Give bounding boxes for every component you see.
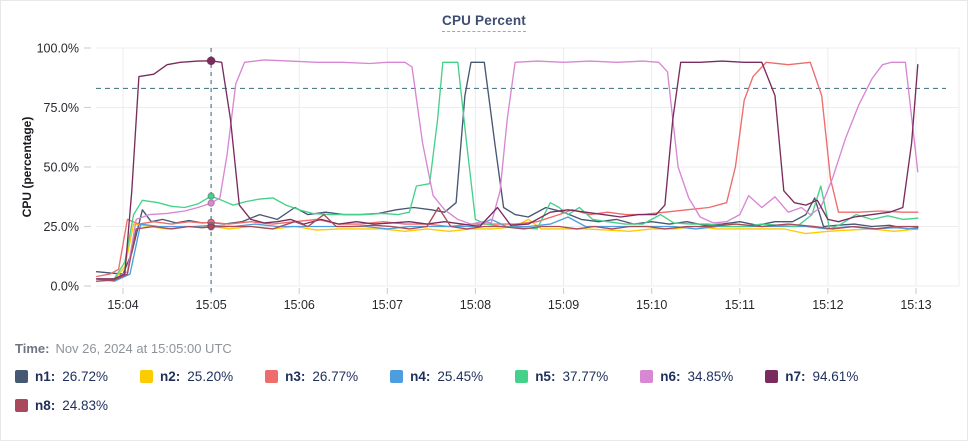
legend-value-n4: 25.45% xyxy=(437,369,484,384)
legend-swatch-n3 xyxy=(265,370,279,383)
legend-swatch-n5 xyxy=(515,370,529,383)
svg-text:CPU (percentage): CPU (percentage) xyxy=(20,117,34,218)
legend-value-n6: 34.85% xyxy=(687,369,734,384)
legend-swatch-n4 xyxy=(390,370,404,383)
svg-text:15:08: 15:08 xyxy=(460,298,491,312)
svg-text:15:04: 15:04 xyxy=(107,298,138,312)
cpu-percent-line-chart[interactable]: 100.0% 75.0% 50.0% 25.0% 0.0% 15:04 15:05 15:06… xyxy=(1,1,968,321)
time-label: Time: xyxy=(15,341,50,356)
legend-item-n6: n6: 34.85% xyxy=(640,369,733,384)
legend-swatch-n8 xyxy=(15,399,28,412)
svg-text:100.0%: 100.0% xyxy=(37,42,79,56)
legend-value-n3: 26.77% xyxy=(312,369,359,384)
svg-text:15:05: 15:05 xyxy=(195,298,226,312)
legend-label-n4: n4: xyxy=(410,369,431,384)
legend-label-n2: n2: xyxy=(160,369,181,384)
legend-value-n8: 24.83% xyxy=(62,398,109,413)
legend-value-n5: 37.77% xyxy=(562,369,609,384)
legend-item-n1: n1: 26.72% xyxy=(15,369,108,384)
legend-label-n8: n8: xyxy=(35,398,56,413)
svg-text:25.0%: 25.0% xyxy=(44,220,79,234)
legend-swatch-n7 xyxy=(765,370,779,383)
svg-text:50.0%: 50.0% xyxy=(44,161,79,175)
legend-item-n2: n2: 25.20% xyxy=(140,369,233,384)
chart-legend-row-1: n1: 26.72% n2: 25.20% n3: 26.77% n4: 25.45% … xyxy=(15,369,858,384)
svg-text:75.0%: 75.0% xyxy=(44,101,79,115)
legend-label-n7: n7: xyxy=(785,369,806,384)
svg-text:15:12: 15:12 xyxy=(812,298,843,312)
legend-label-n3: n3: xyxy=(285,369,306,384)
legend-swatch-n2 xyxy=(140,370,154,383)
legend-item-n4: n4: 25.45% xyxy=(390,369,483,384)
svg-text:15:06: 15:06 xyxy=(284,298,315,312)
svg-text:15:07: 15:07 xyxy=(372,298,403,312)
legend-label-n1: n1: xyxy=(35,369,56,384)
chart-title[interactable]: CPU Percent xyxy=(1,13,967,32)
legend-swatch-n1 xyxy=(15,370,28,383)
svg-text:15:11: 15:11 xyxy=(725,298,755,312)
legend-item-n5: n5: 37.77% xyxy=(515,369,608,384)
chart-legend-row-2: n8: 24.83% xyxy=(15,398,108,413)
legend-label-n6: n6: xyxy=(660,369,681,384)
svg-text:15:10: 15:10 xyxy=(636,298,667,312)
hover-time-readout: Time: Nov 26, 2024 at 15:05:00 UTC xyxy=(15,341,232,356)
legend-item-n3: n3: 26.77% xyxy=(265,369,358,384)
legend-item-n8: n8: 24.83% xyxy=(15,398,108,413)
svg-text:15:09: 15:09 xyxy=(548,298,579,312)
legend-value-n7: 94.61% xyxy=(812,369,859,384)
legend-value-n2: 25.20% xyxy=(187,369,234,384)
svg-text:15:13: 15:13 xyxy=(900,298,931,312)
legend-value-n1: 26.72% xyxy=(62,369,109,384)
legend-swatch-n6 xyxy=(640,370,654,383)
legend-label-n5: n5: xyxy=(535,369,556,384)
legend-item-n7: n7: 94.61% xyxy=(765,369,858,384)
svg-text:0.0%: 0.0% xyxy=(51,280,80,294)
time-value: Nov 26, 2024 at 15:05:00 UTC xyxy=(55,341,232,356)
